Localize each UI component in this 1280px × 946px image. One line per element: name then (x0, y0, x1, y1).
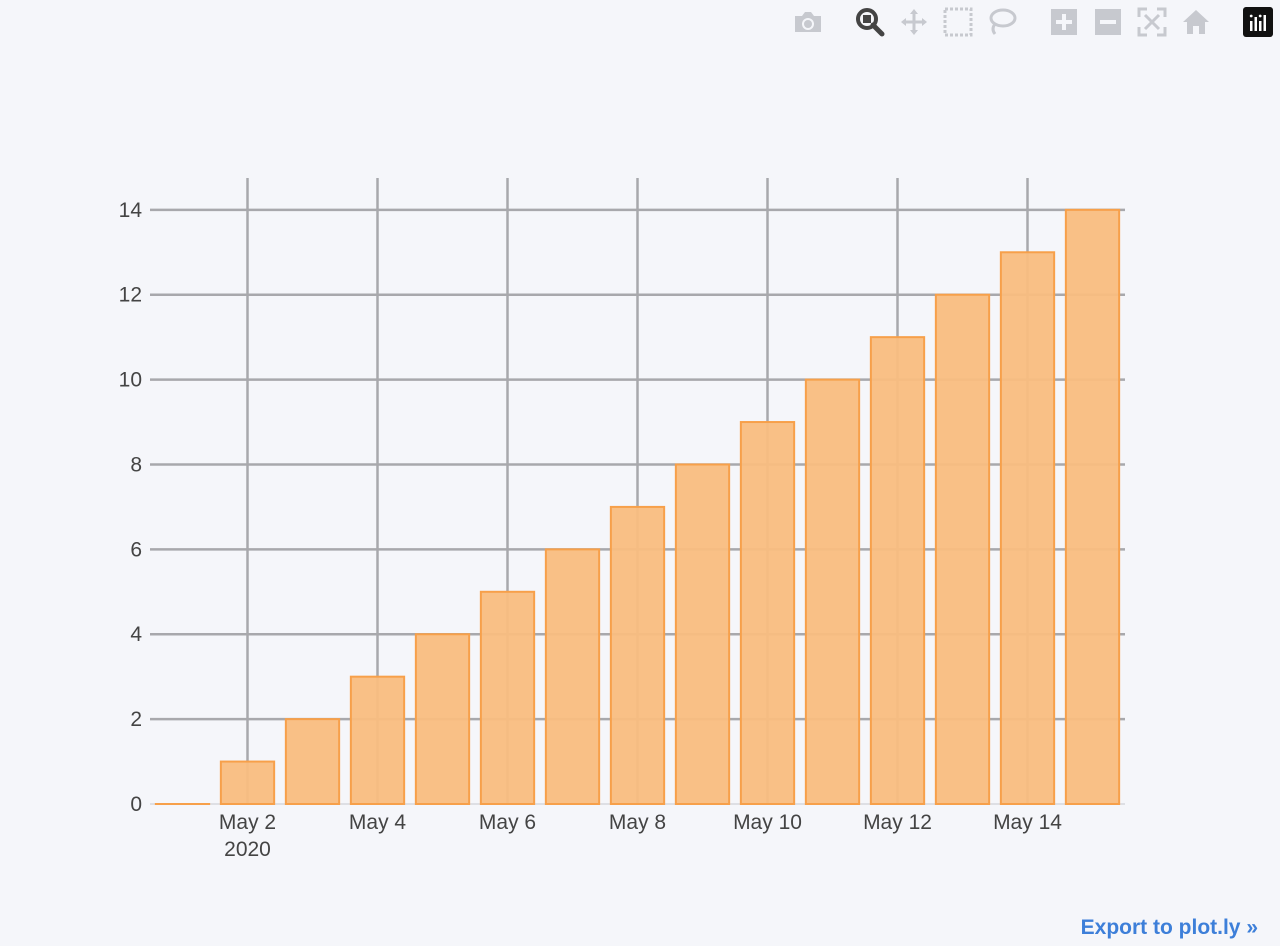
pan-icon (901, 9, 927, 35)
lasso-select-icon (989, 8, 1017, 35)
zoom-out-button[interactable] (1086, 4, 1130, 40)
y-tick-label: 10 (119, 369, 142, 392)
modebar-group-logo (1236, 4, 1280, 40)
bar[interactable] (999, 251, 1056, 805)
bar[interactable] (284, 718, 341, 806)
y-axis-ticks: 0 2 4 6 8 10 12 14 (119, 199, 143, 816)
export-to-plotly-link[interactable]: Export to plot.ly » (1080, 916, 1258, 939)
zoom-icon (856, 8, 885, 37)
camera-icon (795, 12, 821, 32)
x-tick-label: May 12 (863, 811, 932, 834)
box-select-icon (943, 7, 973, 37)
y-tick-label: 0 (130, 793, 142, 816)
bar[interactable] (544, 548, 601, 806)
x-tick-label: May 4 (349, 811, 407, 834)
zoom-out-icon (1095, 9, 1121, 35)
autoscale-button[interactable] (1130, 4, 1174, 40)
y-tick-label: 6 (130, 538, 142, 561)
x-tick-label: May 2 (219, 811, 276, 834)
plotly-logo-button[interactable] (1236, 4, 1280, 40)
x-tick-label: May 6 (479, 811, 536, 834)
y-tick-label: 8 (130, 453, 142, 476)
bar[interactable] (219, 760, 276, 806)
x-axis-ticks: May 2 2020 May 4 May 6 May 8 May 10 May 12 May … (219, 811, 1062, 861)
y-tick-label: 14 (119, 199, 143, 222)
zoom-in-button[interactable] (1042, 4, 1086, 40)
bar[interactable] (804, 378, 861, 805)
reset-axes-button[interactable] (1174, 4, 1218, 40)
y-tick-label: 4 (130, 623, 142, 646)
zoom-button[interactable] (848, 4, 892, 40)
bar[interactable] (739, 421, 796, 805)
bar[interactable] (479, 590, 536, 806)
bar[interactable] (609, 505, 666, 805)
x-tick-sublabel: 2020 (224, 838, 271, 861)
reset-axes-icon (1183, 10, 1209, 34)
modebar (768, 4, 1280, 40)
bar[interactable] (1064, 208, 1121, 805)
y-tick-label: 2 (130, 708, 142, 731)
bar[interactable] (349, 675, 406, 806)
modebar-group-image (786, 4, 830, 40)
camera-button[interactable] (786, 4, 830, 40)
bar[interactable] (674, 463, 731, 805)
autoscale-icon (1137, 7, 1167, 37)
bar[interactable] (934, 293, 991, 805)
y-tick-label: 12 (119, 284, 142, 307)
x-tick-label: May 14 (993, 811, 1062, 834)
pan-button[interactable] (892, 4, 936, 40)
modebar-group-select (848, 4, 1024, 40)
bar-series (154, 208, 1121, 806)
bar[interactable] (414, 633, 471, 806)
x-tick-label: May 8 (609, 811, 666, 834)
bar[interactable] (869, 336, 926, 805)
modebar-group-zoom (1042, 4, 1218, 40)
box-select-button[interactable] (936, 4, 980, 40)
zoom-in-icon (1051, 9, 1077, 35)
lasso-select-button[interactable] (980, 4, 1024, 40)
x-tick-label: May 10 (733, 811, 802, 834)
plotly-logo-icon (1243, 7, 1273, 37)
